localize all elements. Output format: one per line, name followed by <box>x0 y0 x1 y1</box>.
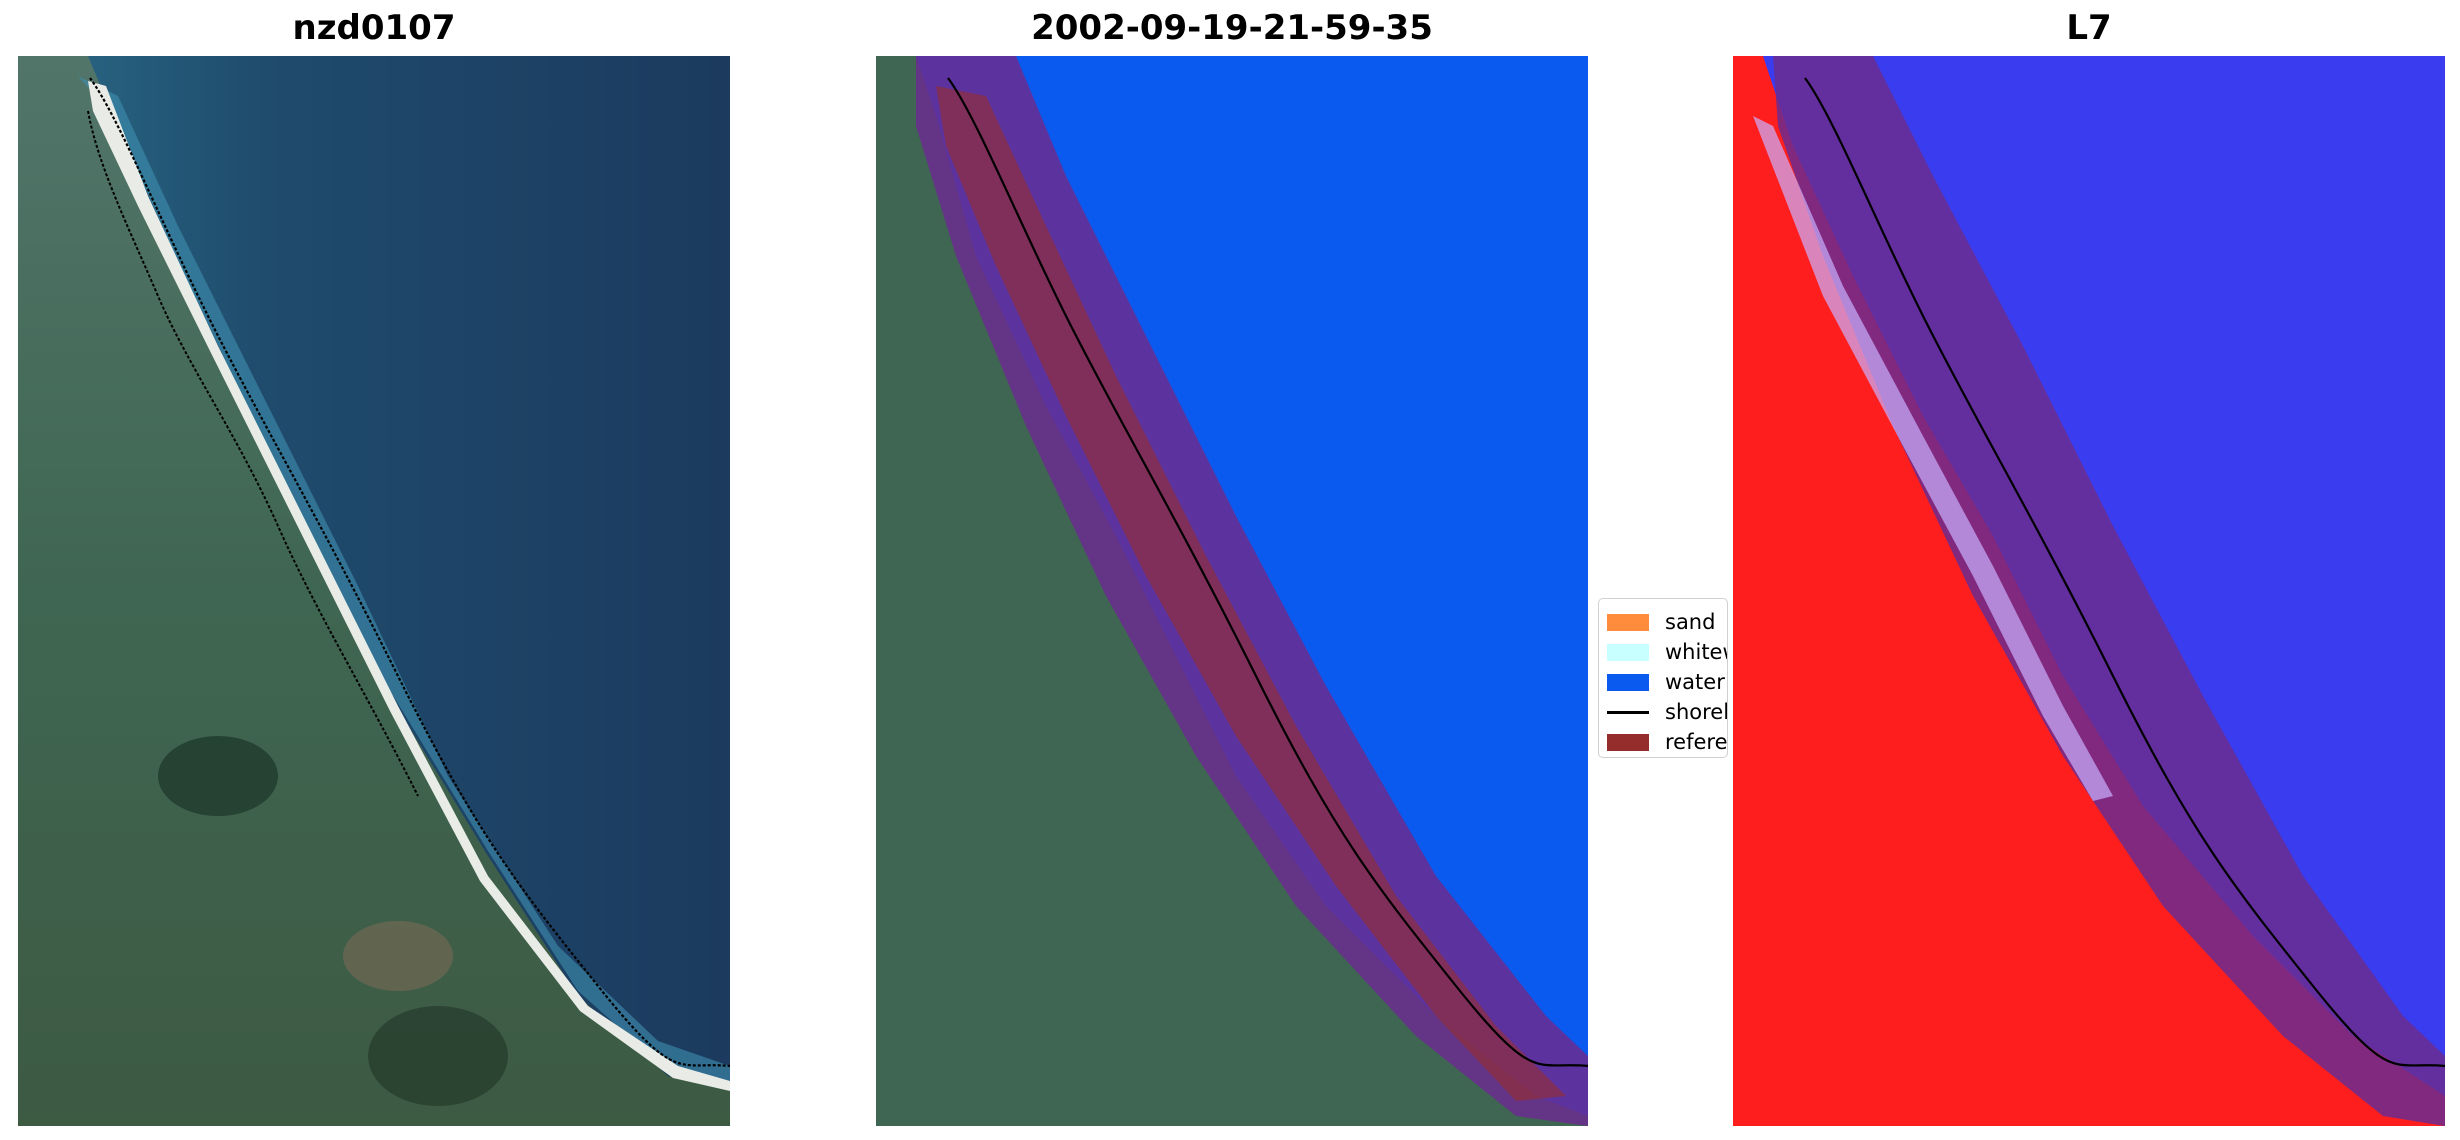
panel-title-index: L7 <box>2066 8 2112 48</box>
legend-label: water <box>1665 670 1725 694</box>
shoreline-line <box>947 77 1588 1068</box>
legend-label: sand <box>1665 610 1716 634</box>
panel-title-rgb: nzd0107 <box>292 8 456 48</box>
shoreline-line <box>1804 77 2445 1068</box>
legend-item-sand: sand <box>1607 607 1727 637</box>
buffer-overlay <box>1773 56 2445 1126</box>
shoreline-line <box>89 77 730 1068</box>
legend-label: reference shoreline buffer <box>1665 730 1728 754</box>
land-area <box>876 56 1588 1126</box>
legend-item-shoreline: shoreline <box>1607 697 1727 727</box>
rgb-image <box>18 56 730 1126</box>
reference-buffer-core <box>936 86 1566 1101</box>
legend-swatch-water <box>1607 673 1649 691</box>
legend-swatch-sand <box>1607 613 1649 631</box>
dark-patch <box>158 736 278 816</box>
land-index-area <box>1733 56 2445 1126</box>
legend-item-water: water <box>1607 667 1727 697</box>
legend-item-reference-buffer: reference shoreline buffer <box>1607 727 1727 757</box>
classification-panel <box>876 56 1588 1126</box>
whitewater-index-strip <box>1753 116 2113 801</box>
land-area <box>18 56 730 1126</box>
legend-label: shoreline <box>1665 700 1728 724</box>
dark-patch-2 <box>368 1006 508 1106</box>
index-panel <box>1733 56 2445 1126</box>
legend-swatch-whitewater <box>1607 643 1649 661</box>
inner-shoreline-line <box>87 110 419 797</box>
legend-line-shoreline <box>1607 710 1649 714</box>
index-image <box>1733 56 2445 1126</box>
rgb-image-panel <box>18 56 730 1126</box>
legend-swatch-reference-buffer <box>1607 733 1649 751</box>
brown-patch <box>343 921 453 991</box>
panel-title-classification: 2002-09-19-21-59-35 <box>1031 8 1433 48</box>
classification-image <box>876 56 1588 1126</box>
